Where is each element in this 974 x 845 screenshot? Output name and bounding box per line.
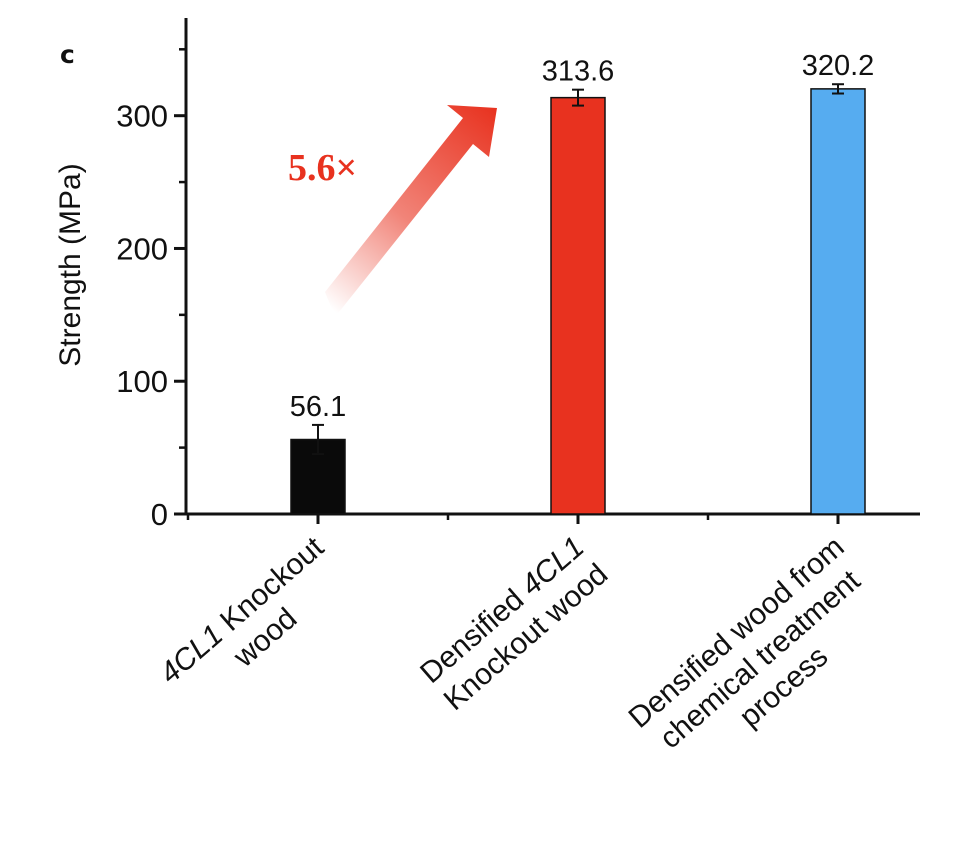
- y-tick-label: 100: [116, 364, 168, 399]
- data-label: 313.6: [542, 56, 615, 88]
- bars: [290, 88, 866, 515]
- y-axis-label: Strength (MPa): [54, 163, 87, 366]
- y-tick-label: 200: [116, 231, 168, 266]
- error-bars: [312, 83, 844, 456]
- bar: [550, 96, 606, 515]
- growth-arrow: [325, 105, 497, 317]
- value-labels: 56.1 313.6 320.2: [290, 50, 875, 423]
- data-label: 56.1: [290, 391, 346, 423]
- y-tick-label: 0: [151, 497, 168, 532]
- y-tick-label: 300: [116, 99, 168, 134]
- panel-letter: c: [60, 40, 75, 69]
- bar: [290, 438, 346, 515]
- axes: 0 100 200 300: [116, 18, 920, 532]
- growth-annotation: 5.6×: [288, 105, 497, 317]
- data-label: 320.2: [802, 50, 875, 82]
- bar: [810, 88, 866, 515]
- growth-factor-label: 5.6×: [288, 147, 357, 189]
